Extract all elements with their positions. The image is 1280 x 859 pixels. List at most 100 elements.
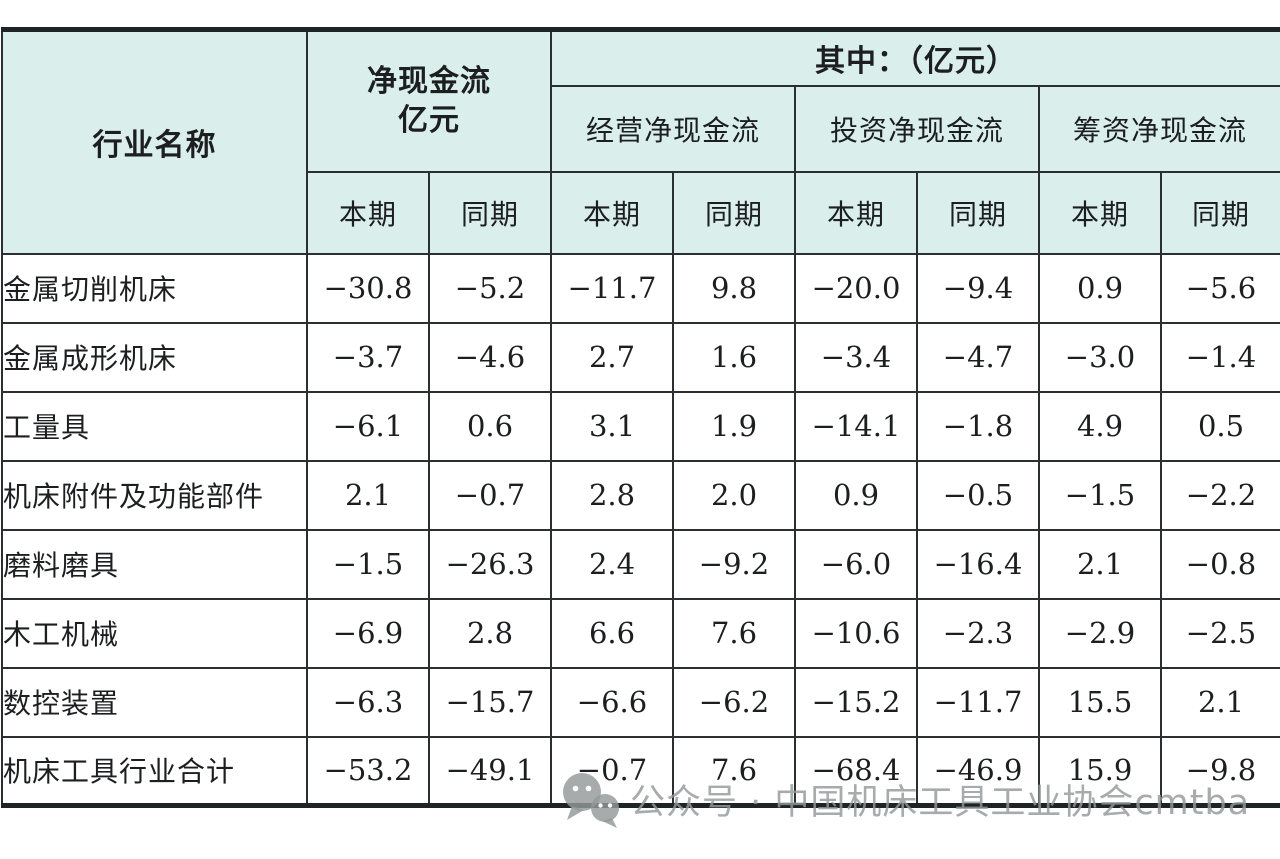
value-cell: 1.6 <box>672 321 796 393</box>
value-cell: −1.8 <box>916 390 1040 462</box>
value-cell: −15.7 <box>428 666 552 738</box>
value-cell: −5.6 <box>1160 252 1280 324</box>
header-row-2: 经营净现金流 投资净现金流 筹资净现金流 <box>2 84 1280 173</box>
value-cell: −6.1 <box>306 390 430 462</box>
value-cell: −0.7 <box>550 735 674 807</box>
col-header-operating: 经营净现金流 <box>550 84 796 173</box>
value-cell: −14.1 <box>794 390 918 462</box>
value-cell: 2.0 <box>672 459 796 531</box>
value-cell: −30.8 <box>306 252 430 324</box>
value-cell: 7.6 <box>672 735 796 807</box>
value-cell: 2.8 <box>428 597 552 669</box>
value-cell: 2.1 <box>306 459 430 531</box>
table-row: 磨料磨具 −1.5 −26.3 2.4 −9.2 −6.0 −16.4 2.1 −0.8 <box>1 528 1280 600</box>
value-cell: 2.1 <box>1160 666 1280 738</box>
value-cell: −26.3 <box>428 528 552 600</box>
table-header: 行业名称 净现金流 亿元 其中：（亿元） 经营净现金流 投资净现金流 筹资净现金… <box>1 28 1280 255</box>
value-cell: −0.5 <box>916 459 1040 531</box>
value-cell: −2.9 <box>1038 597 1162 669</box>
col-header-among-which: 其中：（亿元） <box>550 28 1280 87</box>
value-cell: −20.0 <box>794 252 918 324</box>
value-cell: −4.7 <box>916 321 1040 393</box>
col-header-financing-prior: 同期 <box>1160 170 1280 255</box>
value-cell: 7.6 <box>672 597 796 669</box>
row-label: 木工机械 <box>1 597 308 669</box>
value-cell: 1.9 <box>672 390 796 462</box>
value-cell: −68.4 <box>794 735 918 807</box>
value-cell: −10.6 <box>794 597 918 669</box>
value-cell: 4.9 <box>1038 390 1162 462</box>
col-header-industry: 行业名称 <box>1 28 308 255</box>
col-header-net-prior: 同期 <box>428 170 552 255</box>
col-header-net-current: 本期 <box>306 170 430 255</box>
col-header-financing-current: 本期 <box>1038 170 1162 255</box>
row-label: 机床工具行业合计 <box>1 735 308 807</box>
value-cell: 0.9 <box>794 459 918 531</box>
value-cell: 2.1 <box>1038 528 1162 600</box>
value-cell: −9.4 <box>916 252 1040 324</box>
col-header-operating-prior: 同期 <box>672 170 796 255</box>
col-header-investing-current: 本期 <box>794 170 918 255</box>
value-cell: −16.4 <box>916 528 1040 600</box>
header-row-3: 本期 同期 本期 同期 本期 同期 本期 同期 <box>2 170 1280 255</box>
table-row: 金属切削机床 −30.8 −5.2 −11.7 9.8 −20.0 −9.4 0.9 −5.6 <box>1 252 1280 324</box>
col-header-investing-prior: 同期 <box>916 170 1040 255</box>
col-header-operating-current: 本期 <box>550 170 674 255</box>
row-label: 金属切削机床 <box>1 252 308 324</box>
value-cell: −9.2 <box>672 528 796 600</box>
table-row: 机床工具行业合计 −53.2 −49.1 −0.7 7.6 −68.4 −46.9 15.9−… <box>1 735 1280 807</box>
value-cell: −1.4 <box>1160 321 1280 393</box>
value-cell: −5.2 <box>428 252 552 324</box>
value-cell: −2.2 <box>1160 459 1280 531</box>
table-row: 数控装置 −6.3 −15.7 −6.6 −6.2 −15.2 −11.7 15.5 2.1 <box>1 666 1280 738</box>
value-cell: 0.6 <box>428 390 552 462</box>
value-cell: −15.2 <box>794 666 918 738</box>
row-label: 磨料磨具 <box>1 528 308 600</box>
value-cell: −4.6 <box>428 321 552 393</box>
col-header-investing: 投资净现金流 <box>794 84 1040 173</box>
value-cell: 15.9 <box>1038 735 1162 807</box>
value-cell: −1.5 <box>1038 459 1162 531</box>
value-cell: −3.4 <box>794 321 918 393</box>
value-cell: 3.1 <box>550 390 674 462</box>
value-cell: −2.3 <box>916 597 1040 669</box>
value-cell: −1.5 <box>306 528 430 600</box>
value-cell: 0.5 <box>1160 390 1280 462</box>
value-cell: 6.6 <box>550 597 674 669</box>
row-label: 工量具 <box>1 390 308 462</box>
table-body: 金属切削机床 −30.8 −5.2 −11.7 9.8 −20.0 −9.4 0.9 −5.6 金… <box>1 252 1280 807</box>
value-cell: −0.7 <box>428 459 552 531</box>
value-cell: 9.8 <box>672 252 796 324</box>
table-row: 木工机械 −6.9 2.8 6.6 7.6 −10.6 −2.3 −2.9 −2.5 <box>1 597 1280 669</box>
value-cell: 0.9 <box>1038 252 1162 324</box>
value-cell: −3.7 <box>306 321 430 393</box>
row-label: 金属成形机床 <box>1 321 308 393</box>
header-row-1: 行业名称 净现金流 亿元 其中：（亿元） <box>1 28 1280 255</box>
col-header-net-cash-flow: 净现金流 亿元 <box>306 28 552 173</box>
value-cell: −2.5 <box>1160 597 1280 669</box>
table-row: 金属成形机床 −3.7 −4.6 2.7 1.6 −3.4 −4.7 −3.0 −1.4 <box>1 321 1280 393</box>
value-cell: −3.0 <box>1038 321 1162 393</box>
row-label: 数控装置 <box>1 666 308 738</box>
value-cell: −11.7 <box>916 666 1040 738</box>
value-cell: −9.8 <box>1160 735 1280 807</box>
value-cell: −53.2 <box>306 735 430 807</box>
table-row: 机床附件及功能部件 2.1 −0.7 2.8 2.0 0.9 −0.5 −1.5 −2.2 <box>1 459 1280 531</box>
value-cell: −46.9 <box>916 735 1040 807</box>
value-cell: 2.7 <box>550 321 674 393</box>
value-cell: −0.8 <box>1160 528 1280 600</box>
value-cell: 2.8 <box>550 459 674 531</box>
table-row: 工量具 −6.1 0.6 3.1 1.9 −14.1 −1.8 4.9 0.5 <box>1 390 1280 462</box>
value-cell: 15.5 <box>1038 666 1162 738</box>
value-cell: −6.2 <box>672 666 796 738</box>
value-cell: −11.7 <box>550 252 674 324</box>
col-header-financing: 筹资净现金流 <box>1038 84 1280 173</box>
value-cell: −6.0 <box>794 528 918 600</box>
cash-flow-table: 行业名称 净现金流 亿元 其中：（亿元） 经营净现金流 投资净现金流 筹资净现金… <box>1 27 1280 808</box>
value-cell: −6.9 <box>306 597 430 669</box>
value-cell: −6.3 <box>306 666 430 738</box>
value-cell: −49.1 <box>428 735 552 807</box>
row-label: 机床附件及功能部件 <box>1 459 308 531</box>
value-cell: −6.6 <box>550 666 674 738</box>
value-cell: 2.4 <box>550 528 674 600</box>
